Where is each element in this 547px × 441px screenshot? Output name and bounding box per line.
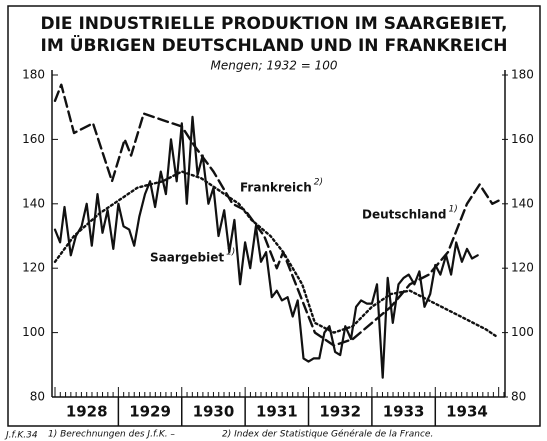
y-tick-label: 120	[22, 261, 45, 275]
series-label: Frankreich	[240, 181, 312, 195]
y-tick-label: 140	[22, 196, 45, 210]
y-tick-label-right: 80	[511, 390, 526, 404]
source: J.f.K.34	[4, 431, 38, 441]
x-tick-label: 1929	[129, 403, 171, 421]
y-tick-label-right: 180	[511, 68, 534, 82]
series-line	[53, 170, 497, 337]
y-tick-label: 160	[22, 132, 45, 146]
x-tick-label: 1932	[319, 403, 361, 421]
x-tick-label: 1934	[446, 403, 488, 421]
chart-title: DIE INDUSTRIELLE PRODUKTION IM SAARGEBIE…	[40, 14, 507, 34]
chart-title-line2: IM ÜBRIGEN DEUTSCHLAND UND IN FRANKREICH	[41, 34, 508, 56]
x-tick-label: 1930	[193, 403, 235, 421]
series-footnote: 1)	[449, 205, 458, 215]
footnote: 2) Index der Statistique Générale de la …	[222, 429, 433, 440]
footnote: 1) Berechnungen des J.f.K. –	[48, 430, 175, 440]
series-footnote: 1)	[226, 248, 235, 258]
y-tick-label-right: 100	[511, 325, 534, 339]
series-line	[53, 83, 500, 347]
x-tick-label: 1933	[383, 403, 425, 421]
y-tick-label-right: 160	[511, 132, 534, 146]
series-label: Deutschland	[362, 208, 447, 222]
y-tick-label-right: 140	[511, 196, 534, 210]
x-tick-label: 1931	[256, 403, 298, 421]
series-footnote: 2)	[314, 178, 323, 188]
series-label: Saargebiet	[150, 251, 224, 265]
y-tick-label: 80	[30, 390, 45, 404]
series-line	[53, 115, 479, 379]
subtitle: Mengen; 1932 = 100	[211, 59, 338, 73]
y-tick-label: 100	[22, 325, 45, 339]
y-tick-label: 180	[22, 68, 45, 82]
frame	[7, 5, 541, 427]
y-tick-label-right: 120	[511, 261, 534, 275]
x-tick-label: 1928	[66, 403, 108, 421]
